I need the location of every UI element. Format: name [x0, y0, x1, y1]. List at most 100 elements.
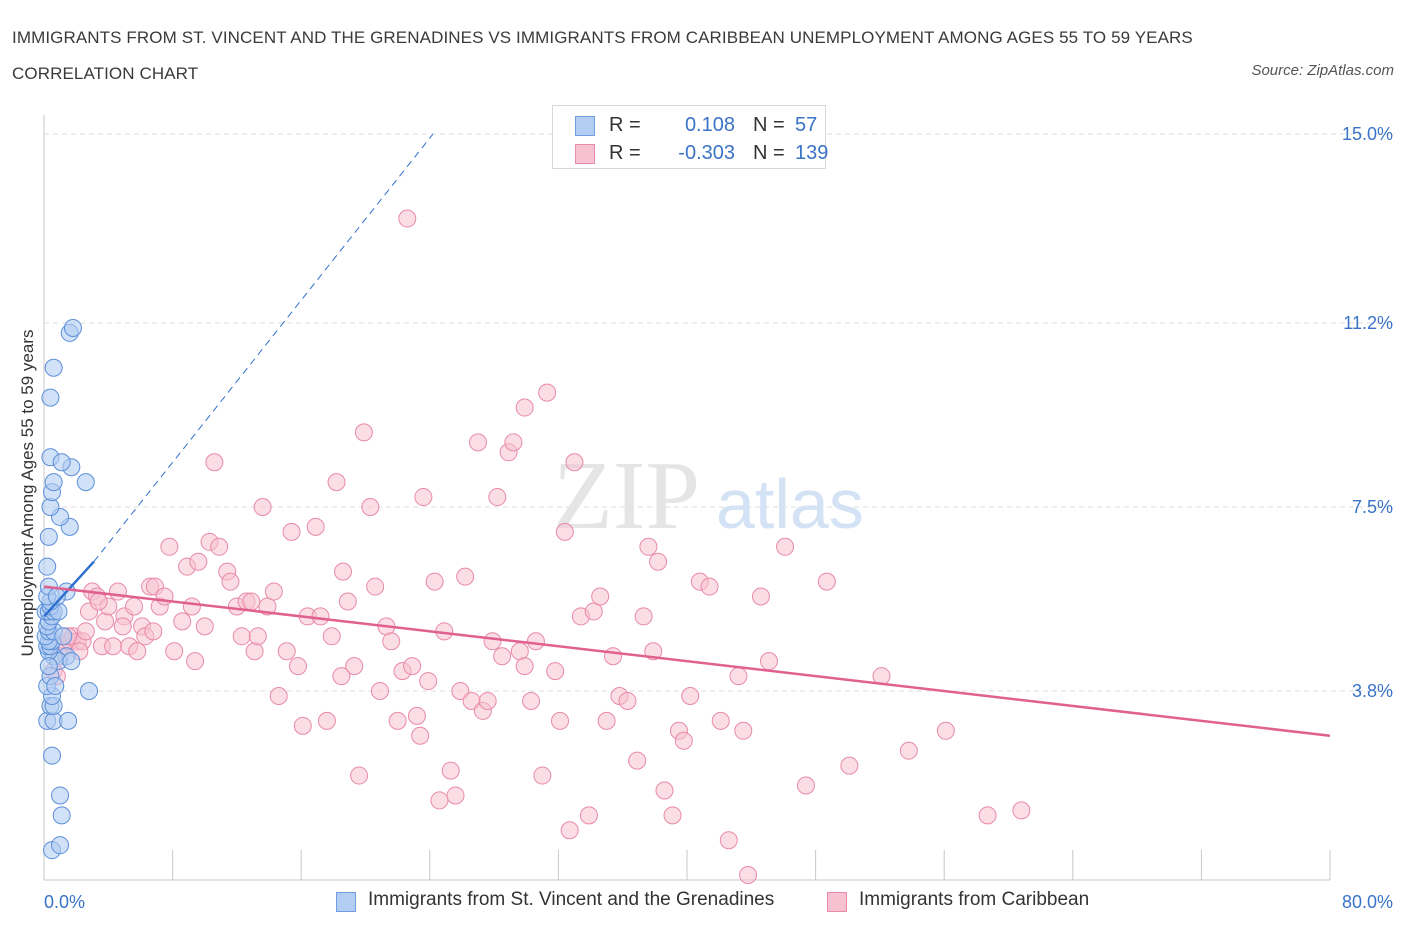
caribbean-point [711, 711, 730, 730]
caribbean-point [277, 642, 296, 661]
caribbean-point [242, 592, 261, 611]
st-vincent-point [52, 453, 71, 472]
caribbean-point [446, 786, 465, 805]
caribbean-points [44, 209, 1031, 885]
caribbean-point [96, 612, 115, 631]
caribbean-point [414, 488, 433, 507]
caribbean-point [430, 791, 449, 810]
caribbean-point [322, 627, 341, 646]
st-vincent-point [46, 677, 65, 696]
tick-labels: 3.8% 7.5% 11.2% 15.0% 0.0% 80.0% [44, 124, 1393, 912]
caribbean-point [221, 572, 240, 591]
caribbean-point [644, 642, 663, 661]
caribbean-point [584, 602, 603, 621]
caribbean-point [338, 592, 357, 611]
caribbean-point [579, 806, 598, 825]
caribbean-point [739, 866, 758, 885]
caribbean-point [269, 686, 288, 705]
caribbean-point [817, 572, 836, 591]
caribbean-point [634, 607, 653, 626]
caribbean-point [195, 617, 214, 636]
caribbean-point [515, 398, 534, 417]
caribbean-point [370, 682, 389, 701]
caribbean-point [649, 552, 668, 571]
st-vincent-point [39, 527, 58, 546]
st-vincent-point [41, 388, 60, 407]
caribbean-point [189, 552, 208, 571]
caribbean-point [317, 711, 336, 730]
caribbean-point [144, 622, 163, 641]
caribbean-point [478, 691, 497, 710]
caribbean-point [245, 642, 264, 661]
caribbean-point [333, 562, 352, 581]
caribbean-point [366, 577, 385, 596]
legend-r-label: R = [609, 142, 641, 164]
caribbean-point [796, 776, 815, 795]
st-vincent-point [76, 473, 95, 492]
legend-n-label: N = [753, 114, 785, 136]
st-vincent-point [63, 318, 82, 337]
caribbean-point [411, 726, 430, 745]
caribbean-point [493, 647, 512, 666]
caribbean-point [253, 498, 272, 516]
caribbean-point [759, 652, 778, 671]
trend-lines [43, 133, 1331, 738]
caribbean-point [388, 711, 407, 730]
st-vincent-point [43, 746, 62, 765]
caribbean-point [108, 582, 127, 601]
caribbean-point [729, 667, 748, 686]
caribbean-point [555, 522, 574, 541]
caribbean-point [510, 642, 529, 661]
st-vincent-point [51, 786, 70, 805]
y-axis-label: Unemployment Among Ages 55 to 59 years [18, 330, 37, 657]
caribbean-point [128, 642, 147, 661]
caribbean-point [899, 741, 918, 760]
caribbean-point [456, 567, 475, 586]
caribbean-point [674, 731, 693, 750]
caribbean-point [264, 582, 283, 601]
caribbean-point [186, 652, 205, 671]
caribbean-point [700, 577, 719, 596]
st-vincent-point [38, 557, 57, 576]
legend-r-label: R = [609, 114, 641, 136]
caribbean-point [89, 592, 108, 611]
legend-label: Immigrants from Caribbean [859, 889, 1090, 910]
caribbean-point [526, 632, 545, 651]
legend-n-label: N = [753, 142, 785, 164]
caribbean-point [469, 433, 488, 452]
legend-row-caribbean: R = -0.303 N = 139 [575, 141, 828, 165]
caribbean-point [978, 806, 997, 825]
legend-swatch-pink [575, 144, 595, 164]
chart-title: IMMIGRANTS FROM ST. VINCENT AND THE GREN… [12, 28, 1193, 83]
st-vincent-point [52, 806, 71, 825]
correlation-legend: R = 0.108 N = 57 R = -0.303 N = 139 [552, 105, 828, 169]
st-vincent-point [59, 711, 78, 730]
y-tick-label: 15.0% [1342, 124, 1393, 144]
caribbean-point [751, 587, 770, 606]
legend-row-st-vincent: R = 0.108 N = 57 [575, 113, 825, 137]
caribbean-point [350, 766, 369, 785]
caribbean-point [104, 637, 123, 656]
caribbean-point [165, 642, 184, 661]
caribbean-point [1012, 801, 1031, 820]
caribbean-point [182, 597, 201, 616]
st-vincent-point [51, 836, 70, 855]
caribbean-point [76, 622, 95, 641]
legend-swatch-blue [336, 892, 356, 912]
caribbean-point [419, 672, 438, 691]
legend-swatch-blue [575, 116, 595, 136]
caribbean-point [522, 691, 541, 710]
caribbean-point [597, 711, 616, 730]
caribbean-point [425, 572, 444, 591]
caribbean-point [936, 721, 955, 740]
caribbean-point [504, 433, 523, 452]
caribbean-point [655, 781, 674, 800]
caribbean-point [719, 831, 738, 850]
st-vincent-point [44, 358, 63, 377]
caribbean-point [488, 488, 507, 507]
watermark-atlas: atlas [716, 465, 864, 543]
caribbean-point [840, 756, 859, 775]
caribbean-point [232, 627, 251, 646]
caribbean-point [311, 607, 330, 626]
